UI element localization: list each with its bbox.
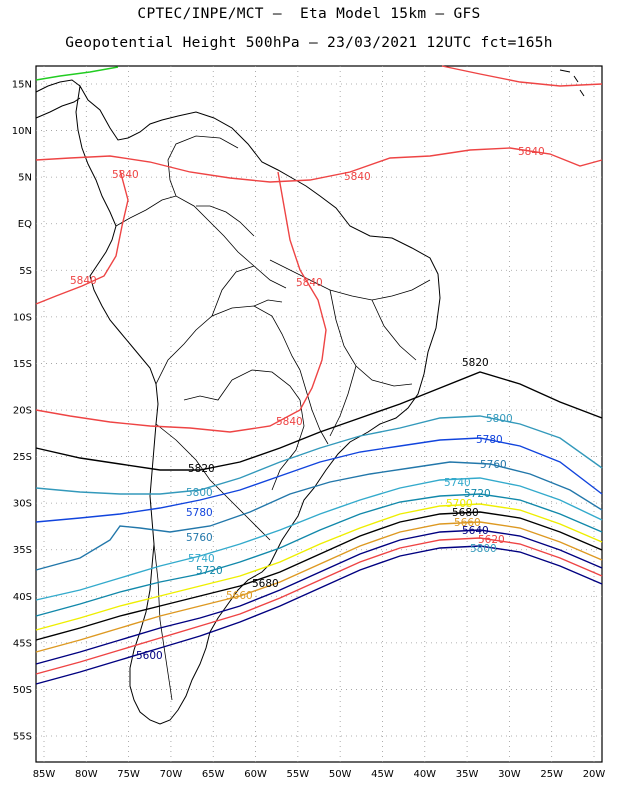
graticule xyxy=(36,66,602,762)
lon-tick-label: 80W xyxy=(75,769,98,780)
lat-tick-label: 25S xyxy=(13,452,32,463)
lon-tick-label: 35W xyxy=(456,769,479,780)
central-america-coast xyxy=(35,79,81,119)
lat-tick-label: 40S xyxy=(13,592,32,603)
contour-label: 5700 xyxy=(446,498,473,510)
contour-label: 5800 xyxy=(470,543,497,555)
contour-label: 5840 xyxy=(518,146,545,158)
contour-5840-central xyxy=(35,171,327,433)
contour-lines xyxy=(35,65,603,685)
lon-tick-label: 50W xyxy=(329,769,352,780)
map-title: CPTEC/INPE/MCT – Eta Model 15km – GFS xyxy=(137,6,481,22)
contour-label: 5820 xyxy=(462,357,489,369)
country-borders xyxy=(115,135,431,701)
lat-tick-label: 20S xyxy=(13,406,32,417)
contour-label: 5840 xyxy=(344,171,371,183)
contour-labels: 5840 5840 5840 5840 5840 5840 5820 5820 5800 5800… xyxy=(70,146,545,662)
contour-label: 5780 xyxy=(186,507,213,519)
axis-ticks: 15N 10N 5N EQ 5S 10S 15S 20S 25S 30S 35S 40S 45S 50S 5… xyxy=(12,80,606,781)
contour-label: 5840 xyxy=(296,277,323,289)
lat-tick-label: 55S xyxy=(13,732,32,743)
contour-label: 5660 xyxy=(454,517,481,529)
lat-tick-label: 45S xyxy=(13,638,32,649)
contour-label: 5660 xyxy=(226,590,253,602)
lon-tick-label: 30W xyxy=(498,769,521,780)
map-frame xyxy=(35,65,603,763)
lon-tick-label: 65W xyxy=(202,769,225,780)
lon-tick-label: 70W xyxy=(160,769,183,780)
lon-tick-label: 85W xyxy=(33,769,56,780)
contour-label: 5720 xyxy=(196,565,223,577)
contour-5600 xyxy=(35,545,603,685)
lon-tick-label: 55W xyxy=(287,769,310,780)
lat-tick-label: 5N xyxy=(18,173,32,184)
contour-label: 5840 xyxy=(70,275,97,287)
contour-label: 5600 xyxy=(136,650,163,662)
contour-5840-north xyxy=(35,147,603,183)
contour-5660 xyxy=(35,521,603,653)
lat-tick-label: 15N xyxy=(12,80,32,91)
lat-tick-label: 35S xyxy=(13,545,32,556)
contour-5840-northeast xyxy=(441,65,603,87)
lat-tick-label: 5S xyxy=(19,266,32,277)
contour-label: 5680 xyxy=(252,578,279,590)
contour-label: 5800 xyxy=(186,487,213,499)
lat-tick-label: 15S xyxy=(13,359,32,370)
contour-5620 xyxy=(35,537,603,675)
contour-5720 xyxy=(35,493,603,617)
coastline xyxy=(35,69,585,725)
lon-tick-label: 40W xyxy=(413,769,436,780)
contour-label: 5620 xyxy=(478,534,505,546)
contour-5820 xyxy=(35,371,603,471)
lon-tick-label: 45W xyxy=(371,769,394,780)
lon-tick-label: 75W xyxy=(117,769,140,780)
contour-label: 5760 xyxy=(480,459,507,471)
contour-5840-amazon xyxy=(35,169,129,305)
lat-tick-label: 50S xyxy=(13,685,32,696)
contour-label: 5820 xyxy=(188,463,215,475)
contour-5800 xyxy=(35,415,603,495)
contour-label: 5780 xyxy=(476,434,503,446)
contour-5760 xyxy=(35,461,603,571)
lon-tick-label: 20W xyxy=(583,769,606,780)
caribbean-islands xyxy=(559,69,585,97)
contour-5880 xyxy=(35,66,119,81)
contour-label: 5840 xyxy=(276,416,303,428)
contour-label: 5720 xyxy=(464,488,491,500)
contour-5640 xyxy=(35,529,603,665)
contour-label: 5760 xyxy=(186,532,213,544)
contour-label: 5800 xyxy=(486,413,513,425)
lat-tick-label: 10N xyxy=(12,126,32,137)
lat-tick-label: 10S xyxy=(13,312,32,323)
lat-tick-label: EQ xyxy=(18,219,32,230)
lon-tick-label: 25W xyxy=(540,769,563,780)
contour-label: 5740 xyxy=(188,553,215,565)
south-america-coast xyxy=(75,84,441,725)
lon-tick-label: 60W xyxy=(244,769,267,780)
contour-label: 5840 xyxy=(112,169,139,181)
contour-5700 xyxy=(35,503,603,631)
contour-5780 xyxy=(35,437,603,523)
lat-tick-label: 30S xyxy=(13,499,32,510)
contour-label: 5640 xyxy=(462,525,489,537)
contour-label: 5680 xyxy=(452,507,479,519)
map-subtitle: Geopotential Height 500hPa – 23/03/2021 … xyxy=(65,35,553,51)
contour-5680 xyxy=(35,511,603,641)
contour-label: 5740 xyxy=(444,477,471,489)
contour-5740 xyxy=(35,477,603,601)
